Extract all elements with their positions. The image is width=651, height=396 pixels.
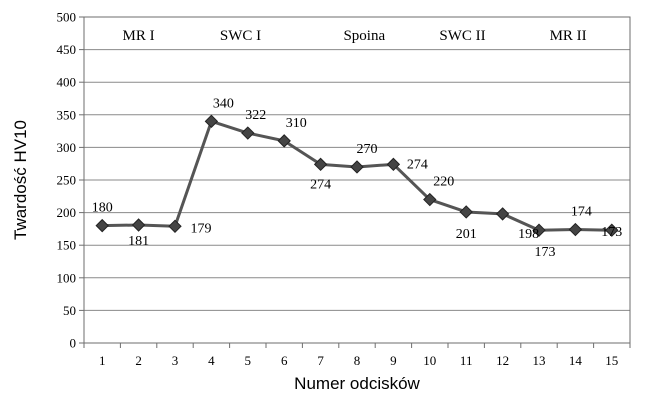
gridlines	[84, 16, 630, 344]
series-line	[102, 119, 612, 232]
y-tick-label: 100	[57, 270, 77, 285]
zone-label: SWC I	[220, 28, 261, 44]
y-tick-label: 500	[57, 10, 77, 25]
data-label: 174	[571, 205, 592, 220]
x-tick-label: 8	[354, 353, 361, 368]
x-tick-label: 13	[533, 353, 546, 368]
data-point	[568, 222, 583, 237]
x-tick-label: 14	[569, 353, 583, 368]
x-tick-label: 1	[99, 353, 106, 368]
y-tick-label: 150	[57, 238, 77, 253]
x-tick-label: 7	[317, 353, 324, 368]
x-tick-label: 6	[281, 353, 288, 368]
data-point	[495, 207, 510, 221]
data-point	[532, 223, 546, 237]
zone-label: MR I	[123, 28, 155, 44]
data-label: 201	[456, 227, 477, 242]
x-axis-title: Numer odcisków	[294, 374, 420, 393]
data-label: 198	[518, 227, 539, 242]
y-tick-label: 0	[70, 336, 77, 351]
data-label: 173	[601, 225, 622, 240]
x-tick-labels: 1 2 3 4 5 6 7 8 9 10 11 12 13 14 15	[83, 343, 631, 368]
data-point	[386, 157, 401, 172]
data-label: 270	[357, 142, 378, 157]
data-point	[350, 160, 364, 174]
y-tick-label: 200	[57, 205, 77, 220]
x-tick-label: 11	[460, 353, 473, 368]
data-point	[168, 219, 182, 233]
zone-labels: MR I SWC I Spoina SWC II MR II	[123, 28, 587, 44]
y-tick-label: 350	[57, 107, 77, 122]
y-tick-label: 400	[57, 75, 77, 90]
y-tick-label: 50	[63, 303, 76, 318]
data-label: 274	[310, 177, 331, 192]
data-label: 322	[245, 108, 266, 123]
zone-label: MR II	[550, 28, 587, 44]
x-tick-label: 2	[135, 353, 142, 368]
data-point	[459, 205, 473, 219]
data-point	[204, 114, 219, 129]
x-tick-label: 9	[390, 353, 397, 368]
data-label: 310	[286, 116, 307, 131]
data-label: 340	[213, 96, 234, 111]
zone-label: Spoina	[343, 28, 385, 44]
x-tick-label: 12	[496, 353, 509, 368]
data-point	[131, 218, 146, 232]
data-point	[241, 126, 255, 140]
data-point	[423, 192, 437, 207]
data-label: 274	[407, 157, 428, 172]
zone-label: SWC II	[439, 28, 485, 44]
data-labels: 180 181 179 340 322 310 274 270 274 220 201 198 173 1…	[92, 96, 623, 260]
data-label: 173	[535, 245, 556, 260]
data-point	[313, 157, 328, 172]
x-tick-label: 3	[172, 353, 179, 368]
data-label: 181	[128, 234, 149, 249]
data-point	[605, 223, 619, 237]
x-tick-label: 15	[605, 353, 618, 368]
y-tick-label: 300	[57, 140, 77, 155]
data-label: 220	[433, 175, 454, 190]
data-point	[277, 134, 291, 148]
y-axis-title: Twardość HV10	[11, 120, 30, 240]
series-hardness	[95, 114, 619, 237]
x-tick-label: 5	[245, 353, 252, 368]
x-tick-label: 4	[208, 353, 215, 368]
data-label: 180	[92, 201, 113, 216]
y-tick-label: 250	[57, 173, 77, 188]
y-tick-labels: 0 50 100 150 200 250 300 350 400 450 500	[57, 10, 84, 351]
data-point	[95, 218, 109, 233]
data-label: 179	[191, 221, 212, 236]
y-tick-label: 450	[57, 42, 77, 57]
x-tick-label: 10	[423, 353, 436, 368]
